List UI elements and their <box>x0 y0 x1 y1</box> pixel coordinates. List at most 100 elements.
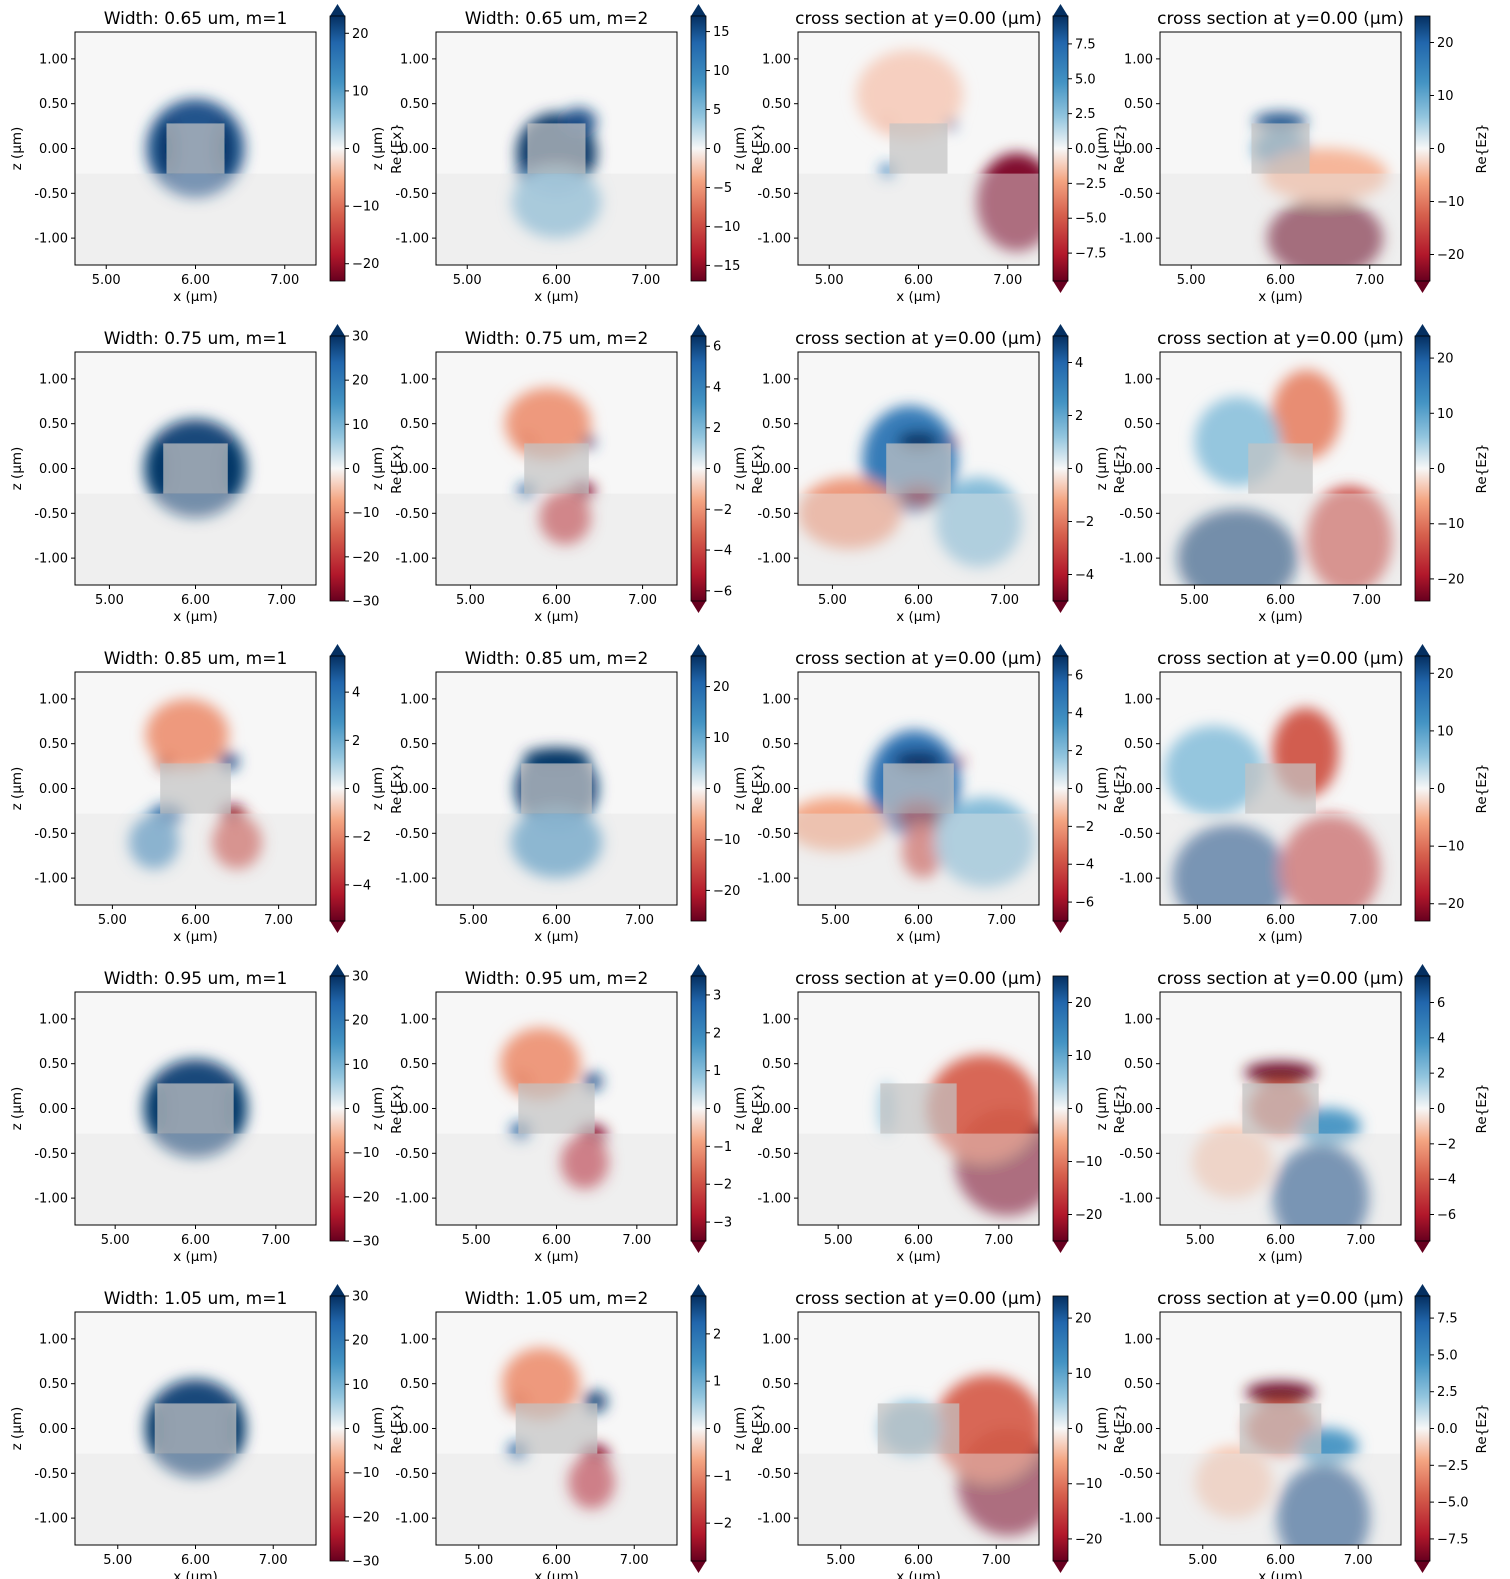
colorbar-label: Re{Ex} <box>389 763 405 814</box>
colorbar-gradient <box>1415 1296 1430 1561</box>
y-tick-label: 0.50 <box>400 417 429 432</box>
colorbar-tick-label: 4 <box>1437 1031 1445 1046</box>
x-tick-label: 6.00 <box>904 593 933 608</box>
colorbar-tick-label: 2 <box>1075 744 1083 759</box>
subplot-title: cross section at y=0.00 (μm) <box>1157 329 1404 349</box>
x-axis-label: x (μm) <box>1258 289 1303 305</box>
x-tick-label: 7.00 <box>1352 593 1381 608</box>
y-tick-label: 0.50 <box>762 1377 791 1392</box>
subplot-r1-c3: cross section at y=0.00 (μm) 5.00 6.00 7.00… <box>1094 324 1490 625</box>
colorbar: 6 4 2 0 −2 −4 −6 Re{Ez} <box>1414 964 1490 1253</box>
x-tick-label: 7.00 <box>625 913 654 928</box>
x-tick-label: 6.00 <box>1266 593 1295 608</box>
colorbar-tick-label: 10 <box>1075 1367 1092 1382</box>
colorbar-tick-label: 0 <box>1437 462 1445 477</box>
colorbar-extend-max <box>1415 644 1430 656</box>
y-tick-label: -0.50 <box>34 827 68 842</box>
subplot-title: Width: 0.95 um, m=1 <box>104 969 288 989</box>
y-tick-label: 1.00 <box>762 1012 791 1027</box>
colorbar-gradient <box>330 336 345 601</box>
colorbar-tick-label: −2.5 <box>1075 177 1107 192</box>
colorbar-tick-label: 10 <box>713 64 730 79</box>
y-tick-label: -1.00 <box>1119 232 1153 247</box>
colorbar-tick-label: −2 <box>1075 515 1094 530</box>
y-axis-label: z (μm) <box>732 1087 748 1131</box>
y-tick-label: -0.50 <box>395 507 429 522</box>
field-lobe <box>976 152 1039 252</box>
colorbar-tick-label: 2 <box>1437 1067 1445 1082</box>
colorbar-extend-min <box>691 1561 706 1573</box>
colorbar-tick-label: 20 <box>352 27 369 42</box>
colorbar-extend-max <box>1053 324 1068 336</box>
colorbar-tick-label: −5 <box>713 181 732 196</box>
y-tick-label: 0.50 <box>1124 1377 1153 1392</box>
subplot-title: cross section at y=0.00 (μm) <box>795 9 1042 29</box>
x-tick-label: 7.00 <box>993 273 1022 288</box>
colorbar-label: Re{Ex} <box>389 443 405 494</box>
y-tick-label: -1.00 <box>34 872 68 887</box>
colorbar-tick-label: 10 <box>352 1378 369 1393</box>
subplot-r1-c2: cross section at y=0.00 (μm) 5.00 6.00 7.00… <box>732 324 1128 625</box>
colorbar-tick-label: 0 <box>713 1422 721 1437</box>
y-tick-label: 0.50 <box>1124 97 1153 112</box>
colorbar-extend-max <box>330 324 345 336</box>
y-tick-label: -0.50 <box>395 1467 429 1482</box>
field-lobe <box>1194 1446 1273 1519</box>
y-tick-label: -1.00 <box>395 1512 429 1527</box>
field-lobe <box>502 1347 580 1420</box>
y-tick-label: 0.00 <box>39 462 68 477</box>
x-tick-label: 7.00 <box>261 1233 290 1248</box>
colorbar-extend-min <box>691 1241 706 1253</box>
colorbar-tick-label: 0 <box>352 1102 360 1117</box>
x-axis-label: x (μm) <box>896 289 941 305</box>
colorbar-extend-max <box>1415 324 1430 336</box>
x-tick-label: 5.00 <box>1186 1233 1215 1248</box>
x-tick-label: 5.00 <box>826 1553 855 1568</box>
x-tick-label: 5.00 <box>459 913 488 928</box>
y-tick-label: -0.50 <box>757 187 791 202</box>
colorbar-tick-label: −5.0 <box>1437 1496 1469 1511</box>
y-tick-label: 0.00 <box>762 1102 791 1117</box>
x-tick-label: 7.00 <box>982 1553 1011 1568</box>
field-lobe <box>1271 369 1341 460</box>
colorbar: 4 2 0 −2 −4 Re{Ex} <box>329 644 405 933</box>
colorbar-tick-label: 0 <box>352 142 360 157</box>
y-tick-label: 1.00 <box>400 52 429 67</box>
field-lobe <box>568 1455 615 1510</box>
field-blobs <box>502 1347 615 1510</box>
field-lobe <box>955 757 965 767</box>
x-tick-label: 5.00 <box>456 593 485 608</box>
field-map <box>436 672 677 905</box>
x-axis-label: x (μm) <box>896 609 941 625</box>
colorbar-tick-label: −30 <box>352 1235 379 1250</box>
field-blobs <box>500 1027 609 1190</box>
colorbar: 20 10 0 −10 −20 Re{Ez} <box>1052 1295 1128 1573</box>
x-tick-label: 7.00 <box>622 1233 651 1248</box>
colorbar-gradient <box>1415 656 1430 921</box>
y-axis-label: z (μm) <box>1094 767 1110 811</box>
colorbar-extend-max <box>691 1284 706 1296</box>
colorbar-tick-label: −4 <box>713 544 732 559</box>
x-tick-label: 5.00 <box>821 913 850 928</box>
y-axis-label: z (μm) <box>732 447 748 491</box>
x-tick-label: 7.00 <box>1346 1233 1375 1248</box>
y-tick-label: 1.00 <box>762 1332 791 1347</box>
y-tick-label: -1.00 <box>34 1192 68 1207</box>
colorbar-tick-label: 6 <box>713 340 721 355</box>
subplot-r3-c3: cross section at y=0.00 (μm) 5.00 6.00 7.00… <box>1094 964 1490 1265</box>
subplot-r2-c1: Width: 0.85 um, m=2 5.00 6.00 7.00 x (μm) 1.0… <box>370 644 766 945</box>
colorbar-extend-min <box>1053 921 1068 933</box>
x-tick-label: 5.00 <box>464 1553 493 1568</box>
waveguide-core <box>163 443 228 494</box>
colorbar-tick-label: −2 <box>352 830 371 845</box>
colorbar-tick-label: 7.5 <box>1075 37 1096 52</box>
colorbar: 30 20 10 0 −10 −20 −30 Re{Ex} <box>329 964 405 1250</box>
y-axis-label: z (μm) <box>370 767 386 811</box>
colorbar-tick-label: 5 <box>713 103 721 118</box>
substrate-region <box>436 173 677 265</box>
x-tick-label: 7.00 <box>984 1233 1013 1248</box>
field-lobe <box>798 477 902 550</box>
colorbar-tick-label: −10 <box>352 200 379 215</box>
x-tick-label: 7.00 <box>270 273 299 288</box>
colorbar: 7.5 5.0 2.5 0.0 −2.5 −5.0 −7.5 Re{Ez} <box>1414 1284 1490 1573</box>
